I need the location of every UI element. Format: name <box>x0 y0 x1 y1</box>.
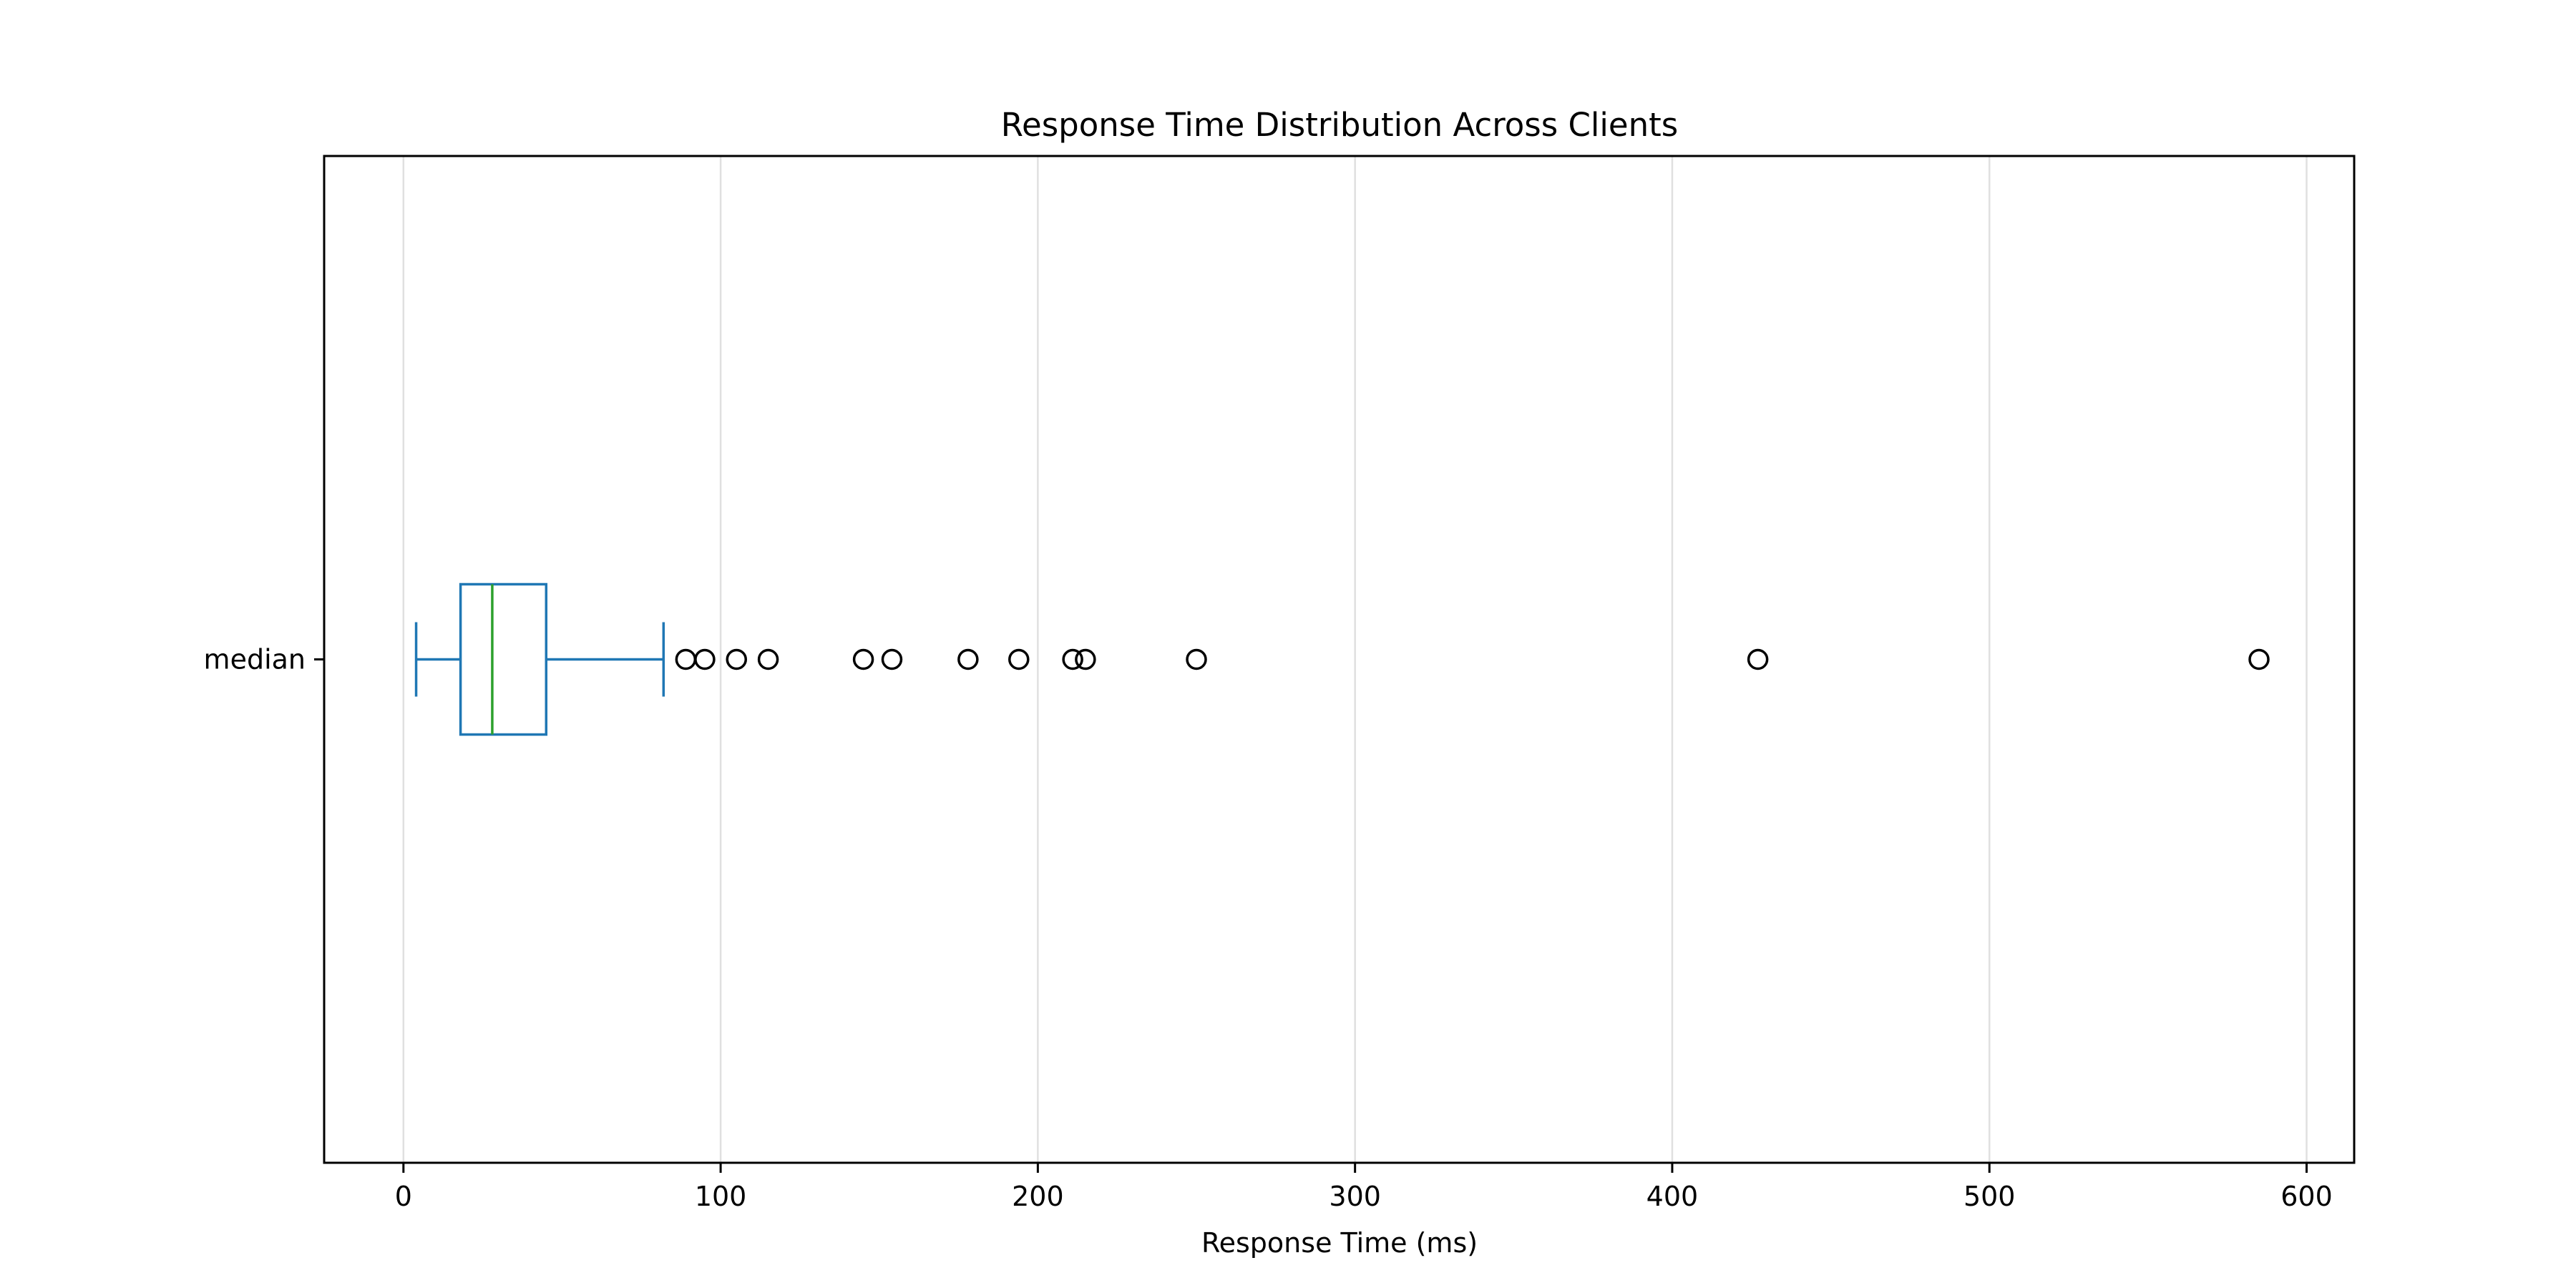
x-tick-label-0: 0 <box>395 1181 412 1212</box>
outlier-point-12 <box>1747 648 1769 670</box>
outlier-point-9 <box>1062 648 1083 670</box>
outlier-point-8 <box>1008 648 1030 670</box>
x-tick-label-200: 200 <box>1012 1181 1064 1212</box>
outlier-point-4 <box>757 648 779 670</box>
x-tick-label-500: 500 <box>1963 1181 2016 1212</box>
outlier-point-6 <box>881 648 903 670</box>
x-axis-label: Response Time (ms) <box>1201 1227 1478 1259</box>
grid-lines <box>402 156 2308 1163</box>
outlier-point-3 <box>726 648 748 670</box>
y-tick-label-median: median <box>204 644 306 675</box>
outlier-point-13 <box>2248 648 2270 670</box>
outlier-point-10 <box>1075 648 1096 670</box>
axis-ticks: 0 100 200 300 400 500 600 median <box>204 644 2333 1213</box>
x-tick-label-400: 400 <box>1646 1181 1699 1212</box>
interquartile-box <box>459 582 548 736</box>
x-tick-label-100: 100 <box>695 1181 747 1212</box>
x-tick-label-600: 600 <box>2280 1181 2333 1212</box>
box-plot-layer <box>414 582 2270 736</box>
outlier-point-1 <box>675 648 697 670</box>
chart-title: Response Time Distribution Across Client… <box>1001 106 1678 144</box>
outlier-point-7 <box>957 648 979 670</box>
outlier-point-11 <box>1186 648 1207 670</box>
outlier-point-5 <box>852 648 874 670</box>
outlier-point-2 <box>694 648 716 670</box>
x-tick-label-300: 300 <box>1329 1181 1381 1212</box>
